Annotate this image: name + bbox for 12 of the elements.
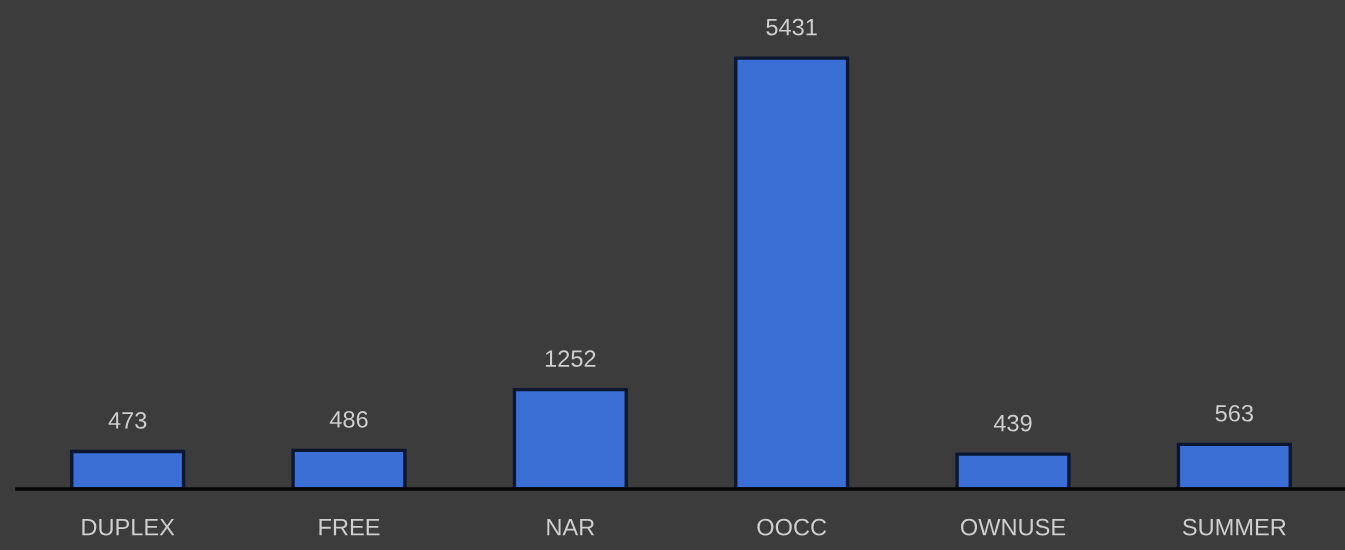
x-tick-label: FREE [319,519,380,536]
data-label: 5431 [766,18,817,36]
data-label: 486 [329,411,368,428]
x-tick-label: DUPLEX [82,519,175,536]
data-label: 1252 [545,350,596,367]
x-tick-label: NAR [547,519,595,536]
data-label: 563 [1215,404,1253,422]
x-tick-label: OOCC [757,518,827,536]
data-label: 439 [993,414,1032,432]
x-tick-label: OWNUSE [960,518,1066,536]
data-label: 473 [108,412,147,429]
x-tick-label: SUMMER [1182,518,1286,536]
